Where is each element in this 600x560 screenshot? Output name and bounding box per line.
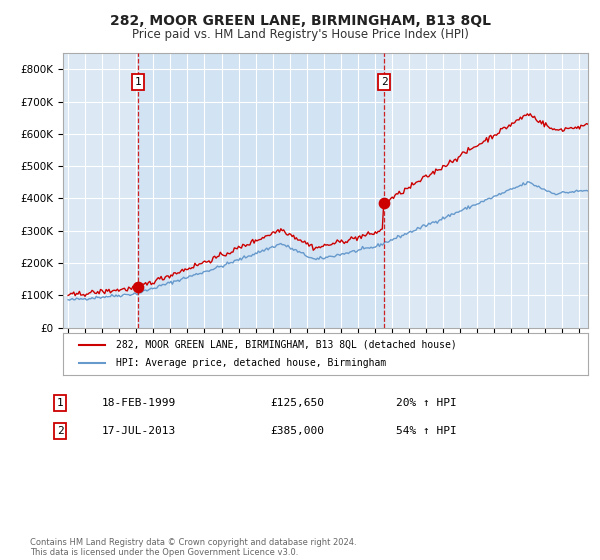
Point [379, 199, 389, 208]
Text: 2: 2 [381, 77, 388, 87]
Text: 282, MOOR GREEN LANE, BIRMINGHAM, B13 8QL: 282, MOOR GREEN LANE, BIRMINGHAM, B13 8Q… [110, 14, 491, 28]
Point [134, 283, 143, 292]
Text: Contains HM Land Registry data © Crown copyright and database right 2024.
This d: Contains HM Land Registry data © Crown c… [30, 538, 356, 557]
Bar [139, 53, 384, 328]
Text: £385,000: £385,000 [270, 426, 324, 436]
Text: 2: 2 [56, 426, 64, 436]
Text: 1: 1 [135, 77, 142, 87]
Text: 20% ↑ HPI: 20% ↑ HPI [396, 398, 457, 408]
Text: Price paid vs. HM Land Registry's House Price Index (HPI): Price paid vs. HM Land Registry's House … [131, 28, 469, 41]
Text: 18-FEB-1999: 18-FEB-1999 [102, 398, 176, 408]
Text: £125,650: £125,650 [270, 398, 324, 408]
Text: 282, MOOR GREEN LANE, BIRMINGHAM, B13 8QL (detached house): 282, MOOR GREEN LANE, BIRMINGHAM, B13 8Q… [115, 340, 456, 350]
Text: 1: 1 [56, 398, 64, 408]
Text: 17-JUL-2013: 17-JUL-2013 [102, 426, 176, 436]
Text: HPI: Average price, detached house, Birmingham: HPI: Average price, detached house, Birm… [115, 358, 386, 368]
Text: 54% ↑ HPI: 54% ↑ HPI [396, 426, 457, 436]
